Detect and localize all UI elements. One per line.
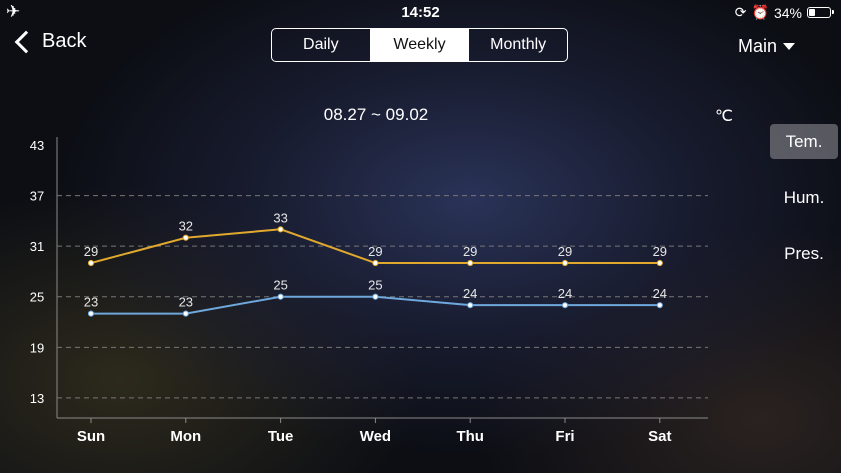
data-label: 29 <box>84 244 98 259</box>
data-point <box>656 259 663 267</box>
tab-daily[interactable]: Daily <box>303 36 339 53</box>
data-point <box>87 259 95 267</box>
status-time: 14:52 <box>401 4 440 21</box>
tab-monthly[interactable]: Monthly <box>468 29 567 61</box>
battery-fill <box>809 9 816 16</box>
data-label: 32 <box>179 219 193 234</box>
airplane-icon: ✈ <box>6 2 21 21</box>
back-button[interactable]: Back <box>12 30 86 53</box>
data-point <box>372 293 379 300</box>
data-point <box>467 302 474 309</box>
data-point <box>561 259 569 267</box>
battery-icon <box>807 7 834 18</box>
dropdown-triangle-icon <box>783 43 795 50</box>
side-tab-temperature[interactable]: Tem. <box>770 124 838 159</box>
data-label: 24 <box>463 286 477 301</box>
data-point <box>182 234 189 241</box>
data-point <box>372 259 379 267</box>
x-tick-label: Thu <box>456 428 484 445</box>
x-tick-label: Sun <box>77 428 105 445</box>
data-label: 29 <box>368 244 382 259</box>
date-range-label: 08.27 ~ 09.02 <box>323 105 429 124</box>
y-tick-label: 13 <box>30 391 44 406</box>
data-point <box>561 302 569 309</box>
side-tab-humidity[interactable]: Hum. <box>783 187 825 207</box>
status-bar: ✈ 14:52 ⟳ ⏰ 34% <box>0 0 841 26</box>
battery-percent: 34% <box>773 4 802 21</box>
side-tab-pressure[interactable]: Pres. <box>784 243 824 263</box>
y-tick-label: 19 <box>30 340 44 355</box>
data-label: 29 <box>653 244 667 259</box>
data-label: 29 <box>558 244 572 259</box>
alarm-icon: ⏰ <box>751 4 769 20</box>
data-label: 33 <box>273 210 287 225</box>
data-label: 29 <box>463 244 477 259</box>
x-tick-label: Fri <box>555 428 574 445</box>
x-tick-label: Sat <box>648 428 671 445</box>
tab-weekly[interactable]: Weekly <box>369 29 469 61</box>
y-tick-label: 31 <box>30 239 44 254</box>
x-tick-label: Wed <box>360 428 391 445</box>
data-label: 24 <box>653 286 667 301</box>
x-tick-label: Tue <box>268 428 294 445</box>
unit-label: ℃ <box>715 108 733 125</box>
y-tick-label: 43 <box>30 138 44 153</box>
y-tick-label: 37 <box>30 189 44 204</box>
status-right: ⟳ ⏰ 34% <box>734 4 834 21</box>
rotation-lock-icon: ⟳ <box>734 4 747 20</box>
data-label: 23 <box>179 295 193 310</box>
nav-bar: Back Daily Weekly Monthly Main <box>0 26 841 70</box>
data-label: 25 <box>273 278 287 293</box>
main-menu-label: Main <box>737 36 777 56</box>
data-point <box>277 226 284 233</box>
data-point <box>87 310 95 317</box>
period-segmented-control: Daily Weekly Monthly <box>271 28 568 62</box>
x-tick-label: Mon <box>170 428 201 445</box>
data-point <box>277 293 284 300</box>
data-point <box>182 310 189 317</box>
data-label: 24 <box>558 286 572 301</box>
y-tick-label: 25 <box>30 290 44 305</box>
back-label: Back <box>42 30 87 52</box>
data-label: 25 <box>368 278 382 293</box>
data-point <box>656 302 663 309</box>
data-point <box>467 259 474 267</box>
data-label: 23 <box>84 295 98 310</box>
main-menu-dropdown[interactable]: Main <box>738 36 795 57</box>
